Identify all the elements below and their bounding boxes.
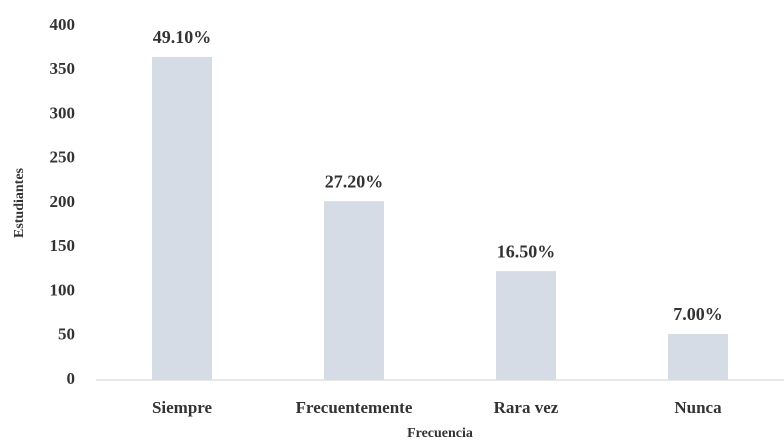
y-tick-label: 250 [50,148,76,167]
bar [152,56,212,380]
y-axis-title: Estudiantes [12,167,27,238]
annotation: 16.50% [497,241,556,261]
x-tick-label: Rara vez [494,398,559,417]
x-tick-label: Frecuentemente [296,398,413,417]
y-tick-label: 200 [50,192,76,211]
y-tick-label: 0 [67,369,76,388]
bar [324,201,384,380]
y-tick-label: 400 [50,15,76,34]
annotation: 49.10% [153,27,212,47]
x-tick-label: Nunca [674,398,722,417]
y-tick-label: 150 [50,236,76,255]
y-tick-label: 100 [50,280,76,299]
y-tick-label: 50 [58,325,75,344]
y-tick-label: 350 [50,59,76,78]
bar [668,333,728,380]
annotation: 7.00% [673,304,723,324]
bar [496,271,556,380]
x-tick-label: Siempre [152,398,213,417]
y-tick-label: 300 [50,103,76,122]
x-axis-title: Frecuencia [407,426,473,441]
annotation: 27.20% [325,171,384,191]
